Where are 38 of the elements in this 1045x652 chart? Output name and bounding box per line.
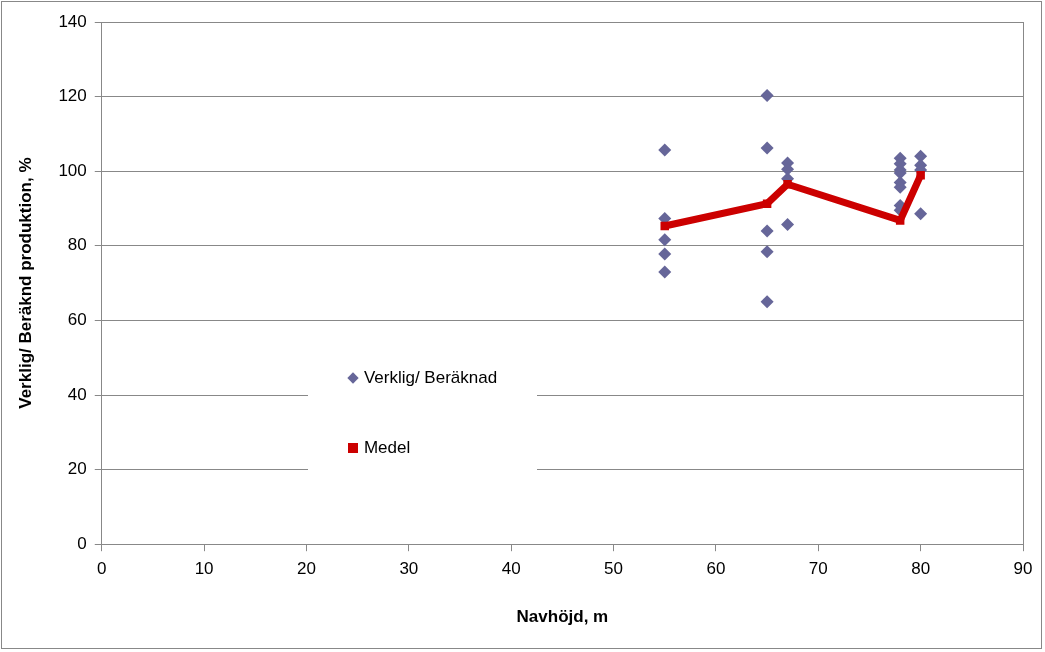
x-tick-label: 90 xyxy=(1013,559,1033,579)
y-tick-label: 0 xyxy=(77,533,87,553)
point xyxy=(660,221,669,231)
point xyxy=(781,218,795,232)
x-tick-label: 40 xyxy=(501,559,521,579)
point xyxy=(783,180,792,189)
point xyxy=(658,265,672,279)
x-tick-label: 10 xyxy=(194,559,214,579)
x-tick-label: 20 xyxy=(297,559,316,579)
point xyxy=(760,295,774,309)
point xyxy=(760,88,774,102)
y-tick-label: 140 xyxy=(58,11,87,31)
x-tick-label: 60 xyxy=(706,559,726,579)
point xyxy=(762,199,772,208)
point xyxy=(658,233,672,247)
point xyxy=(914,149,928,163)
point xyxy=(914,207,928,221)
y-tick-label: 120 xyxy=(58,86,87,106)
legend-label: Medel xyxy=(363,438,411,459)
x-tick-label: 50 xyxy=(604,559,624,579)
x-tick-label: 30 xyxy=(399,559,419,579)
x-axis-title: Navhöjd, m xyxy=(516,607,609,627)
point xyxy=(760,224,774,238)
y-tick-label: 20 xyxy=(67,459,87,479)
y-tick-label: 80 xyxy=(67,235,87,255)
y-tick-label: 100 xyxy=(58,160,87,180)
x-tick-label: 0 xyxy=(97,559,107,579)
y-axis-title: Verklig/ Beräknd produktion, % xyxy=(15,157,35,409)
point xyxy=(760,141,774,155)
point xyxy=(760,245,774,259)
y-tick-label: 60 xyxy=(67,310,87,330)
point xyxy=(658,247,672,261)
legend-label: Verklig/ Beräknad xyxy=(363,368,498,389)
point xyxy=(658,143,672,157)
x-tick-label: 80 xyxy=(911,559,931,579)
point xyxy=(916,171,925,180)
y-tick-label: 40 xyxy=(67,384,87,404)
x-tick-label: 70 xyxy=(808,559,828,579)
